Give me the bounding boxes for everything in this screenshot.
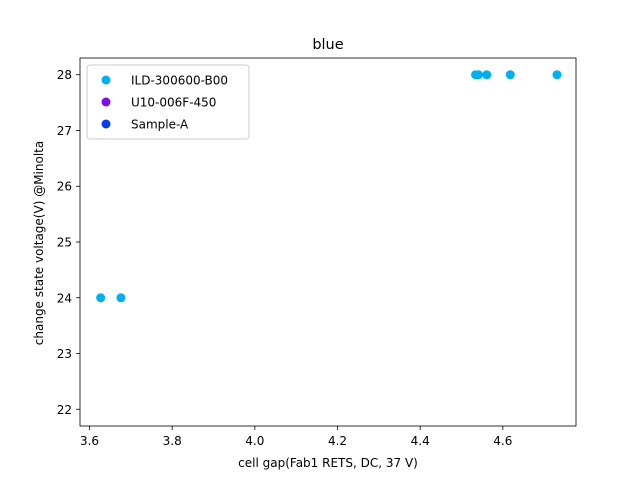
- data-point: [473, 70, 483, 80]
- x-tick-label: 4.2: [328, 434, 347, 448]
- legend-label: Sample-A: [131, 118, 189, 132]
- legend-marker: [101, 97, 111, 107]
- data-point: [552, 70, 562, 80]
- legend-marker: [101, 119, 111, 129]
- legend-marker: [101, 75, 111, 85]
- data-point: [96, 293, 106, 303]
- y-tick-label: 25: [57, 236, 72, 250]
- x-tick-label: 3.8: [163, 434, 182, 448]
- data-point: [116, 293, 126, 303]
- y-tick-label: 22: [57, 403, 72, 417]
- y-tick-label: 26: [57, 180, 72, 194]
- data-point: [482, 70, 492, 80]
- chart-title: blue: [312, 37, 343, 53]
- x-axis-label: cell gap(Fab1 RETS, DC, 37 V): [238, 456, 418, 470]
- plot-frame: [79, 57, 577, 427]
- legend-box: [86, 64, 250, 140]
- data-point: [505, 70, 515, 80]
- legend-label: ILD-300600-B00: [131, 74, 228, 88]
- y-tick-label: 27: [57, 124, 72, 138]
- y-tick-label: 24: [57, 291, 72, 305]
- x-tick-label: 4.6: [493, 434, 512, 448]
- x-tick-label: 4.4: [411, 434, 430, 448]
- x-tick-label: 3.6: [80, 434, 99, 448]
- legend-label: U10-006F-450: [131, 96, 216, 110]
- y-axis-label: change state voltage(V) @Minolta: [32, 141, 46, 345]
- y-tick-label: 28: [57, 68, 72, 82]
- x-tick-label: 4.0: [245, 434, 264, 448]
- y-tick-label: 23: [57, 347, 72, 361]
